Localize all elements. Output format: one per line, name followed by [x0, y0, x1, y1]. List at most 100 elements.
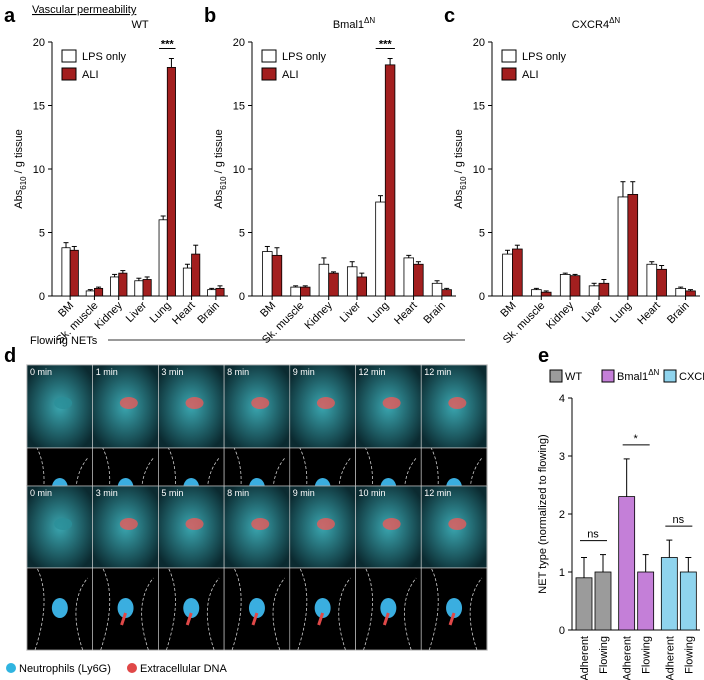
bar [598, 282, 610, 297]
legend-swatch [549, 369, 563, 383]
cell-blob [119, 397, 138, 409]
bar [346, 266, 358, 297]
y-tick-label: 5 [479, 228, 485, 240]
neutrophil [248, 598, 265, 618]
bar [531, 289, 542, 297]
panel-letter: c [444, 5, 455, 27]
significance-label: ns [587, 529, 599, 541]
chart-title: CXCR4ΔN [572, 16, 621, 31]
significance-label: ns [673, 514, 685, 526]
bar [384, 64, 396, 297]
vessel-outline [428, 567, 483, 651]
bar [675, 287, 686, 297]
legend-swatch [601, 369, 615, 383]
x-tick-label: Flowing [598, 636, 610, 674]
y-tick-label: 10 [33, 164, 45, 176]
x-tick-label: Adherent [622, 636, 634, 680]
cell-blob [251, 397, 270, 409]
x-tick-label: BM [258, 300, 278, 320]
chart-title: Bmal1ΔN [333, 16, 376, 31]
x-tick-label: Liver [338, 299, 364, 325]
bar [637, 571, 655, 631]
bar [356, 276, 368, 297]
x-tick-label: BM [498, 300, 518, 320]
row-title: Flowing NETs [30, 335, 98, 347]
x-tick-label: Adherent [579, 636, 591, 680]
x-tick-label: Kidney [93, 299, 126, 332]
x-tick-label: Kidney [544, 299, 577, 332]
y-axis-label: Abs610 / g tissue [453, 129, 468, 208]
legend-label: Bmal1ΔN [617, 368, 660, 383]
bar [502, 253, 513, 297]
cell-blob [448, 397, 467, 409]
y-tick-label: 2 [559, 509, 565, 521]
y-tick-label: 0 [239, 291, 245, 303]
y-label-sub: 610 [219, 176, 228, 190]
bar [191, 253, 201, 297]
x-tick-label: Brain [665, 300, 692, 327]
significance-label: *** [379, 39, 393, 51]
bar [656, 268, 667, 297]
time-label: 3 min [161, 367, 183, 377]
y-tick-label: 0 [479, 291, 485, 303]
cell-blob [448, 518, 467, 530]
time-label: 8 min [227, 367, 249, 377]
bar [512, 248, 523, 297]
y-tick-label: 5 [239, 228, 245, 240]
panel-letter: d [4, 345, 16, 367]
legend-label: LPS only [522, 51, 567, 63]
vessel-outline [100, 567, 154, 651]
panel-d: d Flowing NETs 0 min 1 min 3 min 8 min 9 min 12… [4, 335, 488, 675]
legend-swatch [261, 49, 277, 63]
vessel-outline [231, 567, 286, 651]
bar [660, 557, 678, 631]
cell-blob [382, 397, 401, 409]
neutrophil [183, 598, 200, 618]
time-label: 12 min [359, 367, 386, 377]
dna [251, 612, 259, 626]
bar [559, 274, 571, 297]
panel-letter: a [4, 5, 16, 27]
cell-blob [382, 518, 401, 530]
bar [618, 496, 636, 631]
bar [403, 257, 414, 297]
dna [185, 612, 193, 626]
bar [94, 287, 104, 297]
bar [158, 219, 168, 297]
y-tick-label: 20 [33, 37, 45, 49]
x-tick-label: Flowing [641, 636, 653, 674]
cell-blob [185, 518, 204, 530]
schematic [289, 567, 356, 651]
x-tick-label: Adherent [664, 636, 676, 680]
bar [441, 289, 452, 297]
bar [166, 67, 176, 297]
significance-label: *** [161, 39, 175, 51]
dna [448, 612, 456, 626]
x-tick-label: Brain [421, 300, 448, 327]
bar [182, 267, 192, 297]
legend-label: WT [565, 371, 582, 383]
time-label: 5 min [161, 488, 183, 498]
header: Vascular permeability [32, 4, 137, 16]
bar [575, 577, 593, 631]
time-label: 0 min [30, 488, 52, 498]
title-text: WT [131, 19, 148, 31]
legend-dot [127, 663, 137, 673]
y-tick-label: 5 [39, 228, 45, 240]
legend-label: Neutrophils (Ly6G) [19, 663, 111, 675]
vessel-outline [34, 567, 89, 651]
y-axis-label: Abs610 / g tissue [13, 129, 28, 208]
neutrophil [446, 598, 463, 618]
bar [271, 254, 283, 297]
bar [318, 263, 330, 297]
legend-label: ALI [282, 69, 299, 81]
bar [540, 291, 552, 297]
cell-blob [54, 397, 73, 409]
y-label-text: Abs [213, 189, 225, 208]
panel-letter: b [204, 5, 216, 27]
vessel-outline [166, 567, 220, 651]
y-label-sub: 610 [19, 176, 28, 190]
y-tick-label: 15 [233, 101, 245, 113]
legend-name: CXCR4 [679, 371, 704, 383]
